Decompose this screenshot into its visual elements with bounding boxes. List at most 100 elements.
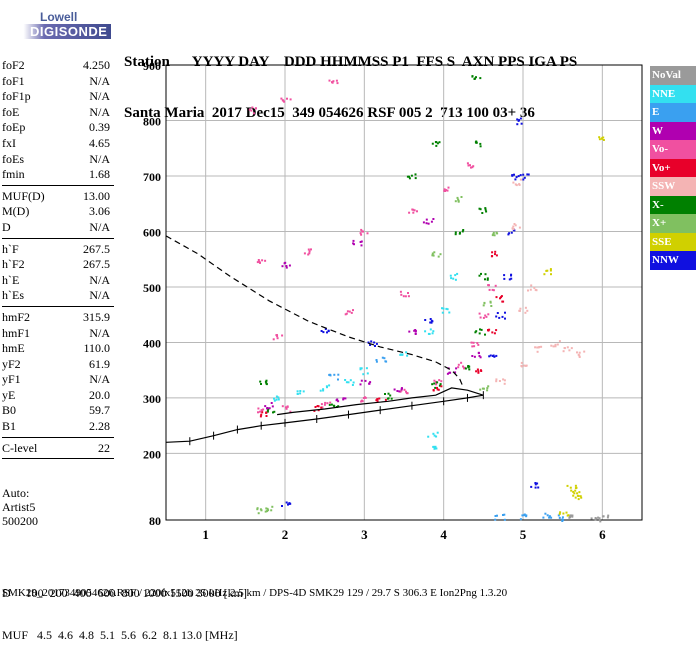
echo-point xyxy=(313,409,316,412)
echo-point xyxy=(266,507,269,510)
echo-point xyxy=(482,304,485,307)
param-name: B0 xyxy=(2,403,17,418)
param-row-clevel: C-level 22 xyxy=(2,441,114,457)
echo-point xyxy=(432,445,435,448)
echo-point xyxy=(499,297,501,300)
echo-point xyxy=(329,401,332,404)
echo-point xyxy=(501,300,504,303)
echo-point xyxy=(376,400,379,403)
echo-point xyxy=(477,370,480,373)
echo-point xyxy=(289,410,292,413)
echo-point xyxy=(414,173,417,176)
echo-point xyxy=(296,390,299,393)
echo-point xyxy=(578,354,581,357)
echo-point xyxy=(526,309,529,312)
echo-point xyxy=(550,516,553,519)
echo-point xyxy=(598,517,601,520)
param-name: fmin xyxy=(2,167,25,182)
echo-point xyxy=(332,404,335,407)
echo-point xyxy=(456,272,459,275)
echo-point xyxy=(522,173,525,176)
echo-point xyxy=(558,512,561,515)
echo-point xyxy=(450,277,453,280)
echo-point xyxy=(501,315,504,318)
x-tick-label: 5 xyxy=(520,527,527,542)
echo-point xyxy=(364,379,367,382)
echo-point xyxy=(460,196,463,198)
param-value: 1.68 xyxy=(89,167,110,182)
echo-point xyxy=(484,314,487,317)
echo-point xyxy=(484,208,487,211)
echo-point xyxy=(369,344,372,346)
echo-point xyxy=(447,186,450,189)
echo-point xyxy=(543,273,546,276)
echo-point xyxy=(321,406,324,409)
param-name: h`F xyxy=(2,241,19,256)
echo-point xyxy=(284,261,287,264)
param-value: 3.06 xyxy=(89,204,110,219)
echo-point xyxy=(436,142,439,145)
echo-point xyxy=(275,398,278,401)
echo-point xyxy=(324,328,327,330)
echo-point xyxy=(503,518,506,521)
echo-point xyxy=(359,232,362,235)
echo-point xyxy=(577,498,580,501)
echo-point xyxy=(264,405,267,408)
legend-item-noval: NoVal xyxy=(650,66,696,85)
echo-point xyxy=(454,200,457,203)
echo-point xyxy=(523,364,526,367)
echo-point xyxy=(389,394,392,397)
echo-point xyxy=(281,405,284,408)
echo-point xyxy=(264,510,267,513)
echo-point xyxy=(488,355,491,358)
echo-point xyxy=(534,346,537,349)
param-divider xyxy=(2,237,114,239)
echo-point xyxy=(440,385,443,388)
echo-point xyxy=(529,288,532,291)
param-name: B1 xyxy=(2,419,17,434)
echo-point xyxy=(303,252,306,255)
echo-point xyxy=(515,176,518,179)
echo-point xyxy=(570,489,573,492)
echo-point xyxy=(454,231,457,234)
echo-point xyxy=(430,319,433,322)
echo-point xyxy=(260,383,262,385)
param-value: N/A xyxy=(89,89,110,104)
echo-point xyxy=(435,144,438,147)
echo-point xyxy=(473,355,476,358)
echo-point xyxy=(296,393,299,395)
echo-point xyxy=(250,109,253,112)
echo-point xyxy=(512,181,515,184)
echo-point xyxy=(326,331,328,334)
y-tick-label: 900 xyxy=(143,59,161,73)
echo-point xyxy=(268,407,271,410)
logo-top-text: Lowell xyxy=(40,10,78,24)
echo-point xyxy=(365,367,368,370)
echo-point xyxy=(471,166,474,169)
param-divider xyxy=(2,458,114,460)
y-tick-label: 800 xyxy=(143,114,161,128)
param-row-hmf1: hmF1 N/A xyxy=(2,326,114,342)
echo-point xyxy=(534,482,537,484)
echo-point xyxy=(568,349,571,352)
echo-point xyxy=(288,264,291,267)
echo-point xyxy=(479,369,482,372)
param-name: M(D) xyxy=(2,204,30,219)
echo-point xyxy=(490,305,493,307)
echo-point xyxy=(347,381,350,384)
param-divider xyxy=(2,184,114,186)
echo-point xyxy=(324,401,327,404)
param-row-hmf2: hmF2 315.9 xyxy=(2,310,114,326)
echo-point xyxy=(600,137,603,140)
echo-point xyxy=(336,82,339,85)
echo-point xyxy=(471,355,474,357)
echo-point xyxy=(594,517,597,519)
muf-row: MUF 4.5 4.6 4.8 5.1 5.6 6.2 8.1 13.0 [MH… xyxy=(2,628,238,642)
echo-point xyxy=(283,100,286,103)
echo-point xyxy=(495,254,498,257)
param-name: foE xyxy=(2,104,20,119)
echo-point xyxy=(481,212,484,214)
echo-point xyxy=(470,166,472,169)
legend-item-nnw: NNW xyxy=(650,251,696,270)
echo-point xyxy=(562,519,564,521)
